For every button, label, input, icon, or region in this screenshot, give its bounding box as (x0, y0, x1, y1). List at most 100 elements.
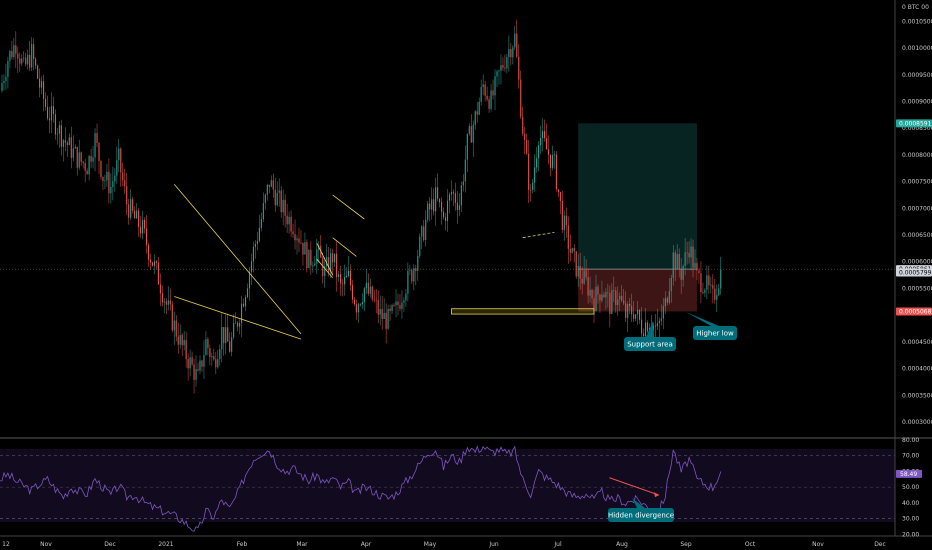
candle-body (27, 54, 29, 65)
candle-body (189, 357, 191, 369)
candle-body (605, 292, 607, 298)
candle-body (126, 186, 128, 205)
candle-body (565, 215, 567, 226)
candle-body (316, 249, 318, 264)
candle-body (458, 205, 460, 210)
candle-body (718, 288, 720, 296)
candle-body (31, 44, 33, 68)
candle-body (399, 305, 401, 309)
candle-body (369, 286, 371, 294)
candle-body (413, 268, 415, 282)
candle-body (149, 259, 152, 263)
price-badge (896, 307, 932, 316)
candle-body (241, 303, 243, 324)
candle-body (11, 50, 13, 58)
candle-body (86, 170, 88, 175)
candle-body (276, 192, 278, 206)
candle-body (179, 334, 181, 345)
candle-body (617, 299, 619, 306)
candle-body (641, 319, 643, 334)
candle-body (306, 242, 308, 268)
candle-body (74, 146, 76, 149)
candle-body (397, 301, 399, 306)
candle-body (720, 269, 722, 289)
callout-pointer (686, 312, 719, 326)
candle-body (19, 58, 21, 64)
candle-body (294, 234, 296, 241)
candle-body (518, 56, 520, 80)
candle-body (116, 160, 118, 176)
candle-body (340, 274, 342, 284)
candle-body (670, 277, 672, 292)
candle-body (415, 268, 417, 271)
candle-body (5, 76, 7, 81)
candle-body (593, 298, 595, 311)
candle-body (209, 348, 211, 358)
candle-body (698, 270, 700, 274)
candle-body (591, 289, 593, 299)
candle-body (43, 81, 45, 99)
candle-body (140, 227, 142, 234)
candle-body (480, 87, 482, 102)
candle-body (332, 253, 334, 263)
divergence-arrow-head (653, 492, 659, 498)
candle-body (686, 252, 688, 254)
candle-body (704, 289, 706, 293)
candle-body (407, 270, 409, 294)
candle-body (375, 299, 377, 301)
candle-body (385, 312, 387, 329)
candle-body (543, 131, 546, 139)
candle-body (417, 255, 419, 271)
candle-body (603, 294, 605, 298)
candle-body (173, 320, 175, 331)
candle-body (56, 133, 58, 135)
candle-body (646, 322, 649, 332)
time-axis[interactable]: 12 Nov Dec 2021 Feb Mar Apr May Jun Jul Aug Sep Oct N… (2, 541, 886, 548)
candle-body (393, 305, 395, 306)
time-tick-label: Feb (237, 541, 248, 548)
rsi-tick-label: 30.00 (902, 516, 919, 523)
candle-body (658, 320, 660, 324)
candle-body (714, 288, 716, 300)
support-area-box (451, 308, 595, 315)
candle-body (157, 262, 159, 285)
candle-body (64, 140, 66, 143)
candle-body (35, 58, 37, 66)
price-badge-label: 0.0005799 (899, 269, 932, 276)
candle-body (682, 266, 684, 280)
candle-body (328, 257, 330, 273)
candle-body (29, 54, 31, 68)
time-tick-label: Oct (745, 541, 756, 548)
candle-body (357, 304, 359, 313)
price-badge-label: 0.0008591 (899, 120, 932, 127)
candle-body (213, 356, 215, 360)
candle-body (621, 296, 623, 301)
candle-body (549, 154, 552, 168)
candle-body (581, 278, 583, 284)
candle-body (401, 302, 403, 309)
candle-body (545, 138, 548, 150)
candle-body (191, 357, 193, 365)
candle-body (567, 225, 569, 249)
rsi-current-label: 58.49 (900, 471, 917, 478)
price-axis[interactable]: 0.0010500 0.0010000 0.0009500 0.0009000 0.00… (896, 18, 932, 426)
candle-body (492, 90, 494, 96)
candle-body (324, 266, 326, 276)
candle-body (292, 231, 294, 235)
candle-body (716, 295, 718, 300)
candle-body (409, 270, 411, 271)
candle-body (474, 111, 476, 125)
candle-body (498, 70, 500, 72)
rsi-tick-label: 20.00 (902, 531, 919, 538)
candle-body (80, 152, 82, 162)
candle-body (547, 149, 550, 155)
candle-body (601, 294, 603, 301)
candle-body (290, 216, 292, 232)
wedge-line (173, 184, 302, 335)
candle-body (310, 249, 312, 266)
candle-body (462, 181, 464, 186)
candle-body (37, 65, 39, 79)
candle-body (221, 327, 223, 350)
